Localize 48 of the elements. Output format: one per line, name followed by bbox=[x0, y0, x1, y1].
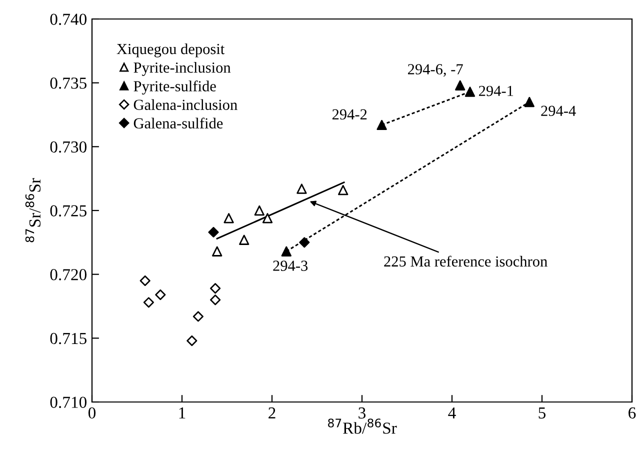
x-tick-label: 3 bbox=[358, 407, 366, 419]
annotation: 225 Ma reference isochron bbox=[384, 256, 548, 267]
annotation: 294-3 bbox=[273, 260, 308, 271]
point bbox=[296, 184, 307, 194]
point bbox=[299, 237, 310, 248]
x-tick-label: 0 bbox=[88, 407, 96, 419]
y-axis-title: $^{87}$Sr/$^{86}$Sr bbox=[25, 178, 41, 242]
legend-label: Galena-sulfide bbox=[134, 118, 223, 129]
y-tick-label: 0.740 bbox=[50, 14, 87, 26]
point bbox=[224, 213, 234, 224]
x-tick-label: 2 bbox=[268, 407, 276, 418]
x-tick-label: 4 bbox=[448, 407, 456, 418]
legend-title: Xiquegou deposit bbox=[116, 43, 225, 58]
x-axis-title: $^{87}$Rb/$^{86}$Sr bbox=[328, 418, 397, 434]
point bbox=[192, 311, 204, 322]
x-tick-label: 1 bbox=[179, 407, 186, 418]
point bbox=[281, 246, 292, 256]
y-tick-label: 0.720 bbox=[50, 269, 87, 280]
point bbox=[210, 294, 221, 306]
y-tick-label: 0.735 bbox=[50, 78, 86, 89]
point bbox=[186, 335, 198, 346]
annotation: 294-2 bbox=[332, 109, 367, 120]
point bbox=[208, 226, 219, 238]
x-tick-label: 6 bbox=[628, 407, 636, 419]
legend-label: Pyrite-sulfide bbox=[134, 80, 216, 95]
point bbox=[210, 283, 221, 294]
point bbox=[455, 80, 466, 90]
annotation: 294-6, -7 bbox=[408, 64, 463, 77]
point bbox=[338, 184, 348, 196]
y-tick-label: 0.730 bbox=[50, 141, 87, 153]
annotation: 294-1 bbox=[479, 86, 514, 96]
annotation: 294-4 bbox=[541, 106, 576, 116]
legend-label: Pyrite-inclusion bbox=[134, 62, 231, 76]
point bbox=[464, 86, 476, 97]
point bbox=[254, 205, 264, 216]
y-tick-label: 0.710 bbox=[50, 396, 87, 408]
legend-label: Galena-inclusion bbox=[134, 99, 238, 110]
y-tick-label: 0.725 bbox=[50, 205, 86, 217]
point bbox=[376, 120, 387, 130]
point bbox=[140, 275, 150, 286]
point bbox=[239, 234, 250, 245]
x-tick-label: 5 bbox=[538, 408, 546, 419]
point bbox=[155, 289, 166, 300]
point bbox=[143, 297, 154, 308]
point bbox=[262, 213, 273, 224]
point bbox=[524, 96, 534, 108]
y-tick-label: 0.715 bbox=[50, 332, 86, 344]
point bbox=[212, 246, 222, 256]
